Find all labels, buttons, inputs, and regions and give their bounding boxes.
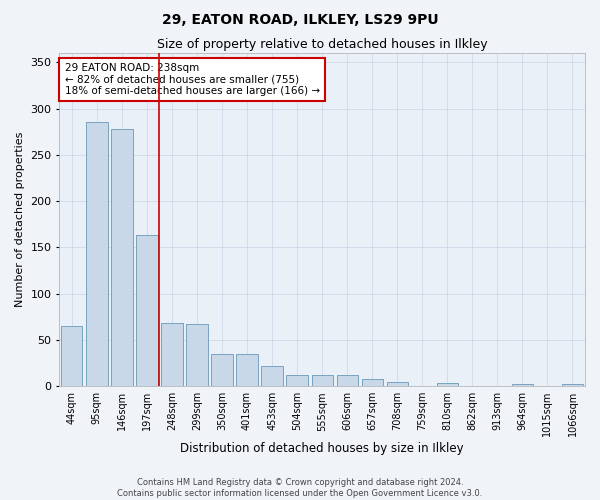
Bar: [61, 326, 82, 386]
Bar: [187, 324, 208, 386]
Bar: [211, 354, 233, 386]
Y-axis label: Number of detached properties: Number of detached properties: [15, 132, 25, 308]
X-axis label: Distribution of detached houses by size in Ilkley: Distribution of detached houses by size …: [181, 442, 464, 455]
Bar: [86, 122, 107, 386]
Bar: [161, 324, 182, 386]
Bar: [337, 375, 358, 386]
Bar: [362, 379, 383, 386]
Bar: [386, 382, 408, 386]
Bar: [136, 236, 158, 386]
Text: 29 EATON ROAD: 238sqm
← 82% of detached houses are smaller (755)
18% of semi-det: 29 EATON ROAD: 238sqm ← 82% of detached …: [65, 63, 320, 96]
Bar: [311, 375, 333, 386]
Text: 29, EATON ROAD, ILKLEY, LS29 9PU: 29, EATON ROAD, ILKLEY, LS29 9PU: [161, 12, 439, 26]
Bar: [437, 384, 458, 386]
Bar: [512, 384, 533, 386]
Bar: [236, 354, 258, 386]
Bar: [111, 129, 133, 386]
Bar: [562, 384, 583, 386]
Bar: [262, 366, 283, 386]
Title: Size of property relative to detached houses in Ilkley: Size of property relative to detached ho…: [157, 38, 487, 51]
Text: Contains HM Land Registry data © Crown copyright and database right 2024.
Contai: Contains HM Land Registry data © Crown c…: [118, 478, 482, 498]
Bar: [286, 375, 308, 386]
